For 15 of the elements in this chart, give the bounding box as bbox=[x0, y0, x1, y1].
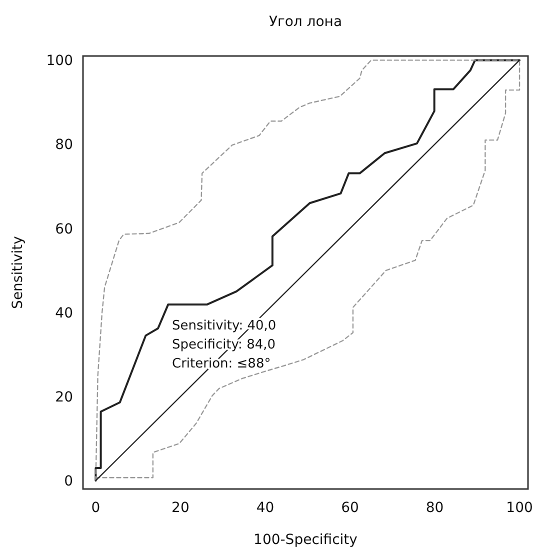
y-axis-title: Sensitivity bbox=[10, 236, 26, 309]
y-tick-label: 0 bbox=[64, 473, 73, 490]
x-tick-label: 60 bbox=[341, 500, 359, 516]
y-tick-label: 60 bbox=[55, 221, 73, 238]
chart-title: Угол лона bbox=[268, 14, 342, 30]
x-tick-label: 80 bbox=[426, 500, 444, 516]
x-tick-label: 0 bbox=[91, 500, 100, 516]
y-tick-label: 80 bbox=[55, 137, 73, 154]
x-tick-label: 40 bbox=[256, 500, 274, 516]
x-axis-title: 100-Specificity bbox=[254, 532, 358, 548]
y-tick-label: 20 bbox=[55, 389, 73, 406]
y-tick-label: 40 bbox=[55, 305, 73, 322]
x-tick-label: 20 bbox=[172, 500, 190, 516]
y-tick-label: 100 bbox=[46, 53, 73, 70]
x-tick-label: 100 bbox=[506, 500, 533, 516]
